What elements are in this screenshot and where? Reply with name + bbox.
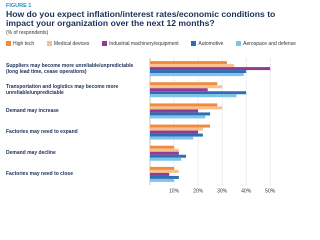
chart-subtitle: (% of respondents) bbox=[6, 30, 49, 36]
bar bbox=[150, 64, 235, 68]
bar bbox=[150, 124, 211, 128]
bar bbox=[150, 127, 203, 131]
category-label: Factories may need to close bbox=[6, 171, 73, 178]
bar bbox=[150, 70, 247, 74]
x-tick-label: 40% bbox=[241, 188, 252, 194]
category-label: Transportation and logistics may become … bbox=[6, 83, 119, 96]
legend-item: Automotive bbox=[191, 41, 223, 47]
category-label: Demand may increase bbox=[6, 107, 59, 114]
bar bbox=[150, 169, 179, 173]
legend-item: Medical devices bbox=[46, 41, 90, 47]
bar bbox=[150, 106, 223, 110]
legend: High tech Medical devices Industrial machi… bbox=[6, 41, 296, 47]
chart-title: How do you expect inflation/interest rat… bbox=[6, 9, 276, 29]
legend-swatch bbox=[236, 41, 242, 46]
bar bbox=[150, 178, 175, 182]
bar bbox=[150, 85, 223, 89]
x-tick-label: 10% bbox=[169, 188, 180, 194]
category-label: Suppliers may become more unreliable/unp… bbox=[6, 62, 134, 75]
bar bbox=[150, 175, 179, 179]
bar bbox=[150, 73, 244, 77]
bar bbox=[150, 94, 237, 98]
category-label: Factories may need to expand bbox=[6, 129, 78, 136]
legend-label: Medical devices bbox=[53, 41, 90, 47]
legend-swatch bbox=[102, 41, 108, 46]
page: FIGURE 1 How do you expect inflation/int… bbox=[6, 3, 296, 194]
bar bbox=[150, 67, 271, 71]
legend-swatch bbox=[46, 41, 52, 46]
bar bbox=[150, 112, 211, 116]
legend-label: Industrial machinery/equipment bbox=[109, 41, 179, 47]
bar bbox=[150, 130, 199, 134]
bar bbox=[150, 133, 203, 137]
legend-item: High tech bbox=[6, 41, 34, 47]
legend-item: Industrial machinery/equipment bbox=[102, 41, 179, 47]
x-tick-label: 50% bbox=[265, 188, 276, 194]
legend-swatch bbox=[6, 41, 11, 46]
chart: 10% 20% 30% 40% 50% bbox=[149, 58, 276, 194]
bar bbox=[150, 88, 208, 92]
bar bbox=[150, 148, 179, 152]
bar bbox=[150, 103, 218, 107]
legend-label: Automotive bbox=[198, 41, 224, 47]
legend-label: Aerospace and defense bbox=[243, 41, 296, 47]
bar bbox=[150, 145, 175, 149]
bar bbox=[150, 136, 194, 140]
bar bbox=[150, 172, 170, 176]
x-tick-label: 30% bbox=[217, 188, 228, 194]
bar bbox=[150, 91, 247, 95]
x-tick-label: 20% bbox=[193, 188, 204, 194]
legend-label: High tech bbox=[13, 41, 35, 47]
bar bbox=[150, 151, 179, 155]
bar bbox=[150, 157, 182, 161]
bar bbox=[150, 115, 206, 119]
bar bbox=[150, 166, 175, 170]
legend-swatch bbox=[191, 41, 197, 46]
bar bbox=[150, 109, 199, 113]
figure-label: FIGURE 1 bbox=[6, 3, 32, 9]
legend-item: Aerospace and defense bbox=[236, 41, 296, 47]
bar bbox=[150, 61, 227, 65]
bar bbox=[150, 154, 187, 158]
bar bbox=[150, 82, 218, 86]
category-label: Demand may decline bbox=[6, 150, 56, 157]
